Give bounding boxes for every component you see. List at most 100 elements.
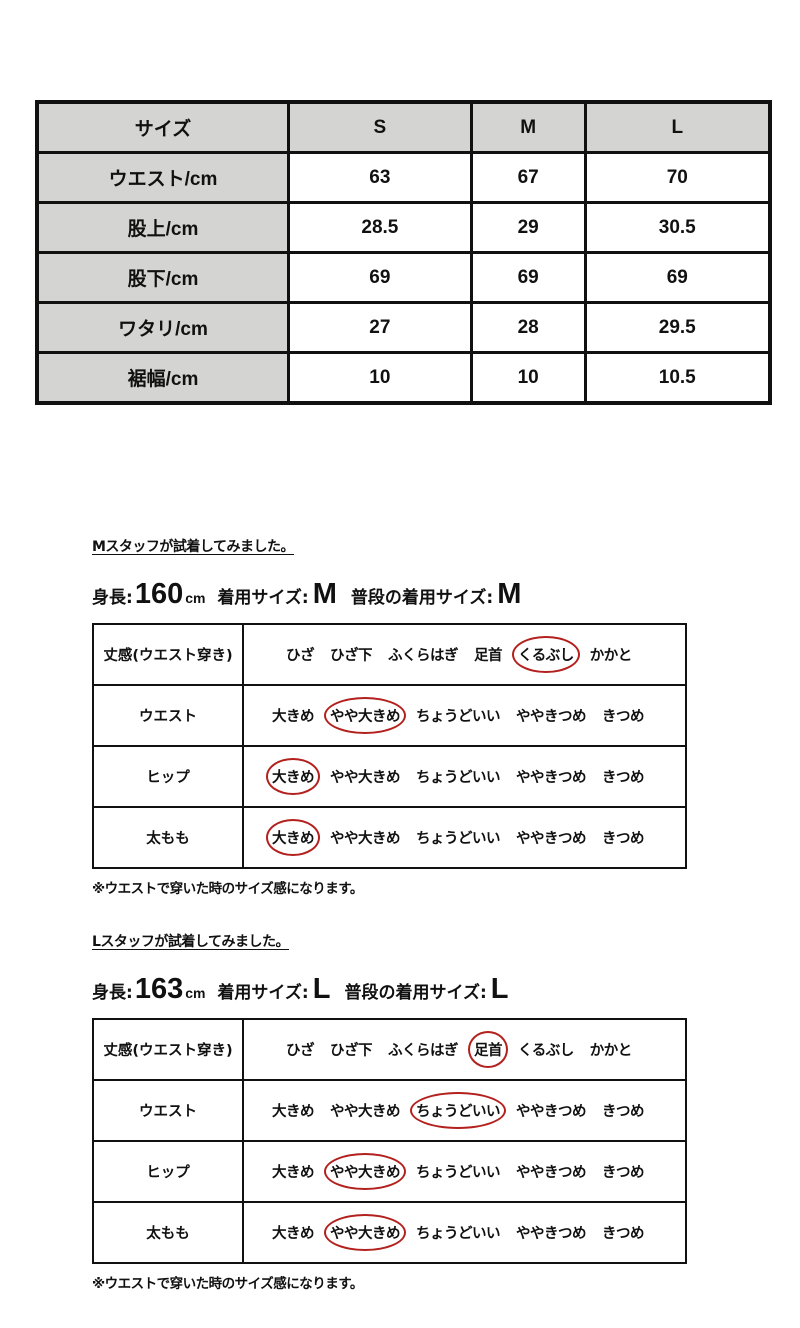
fit-row: 太もも 大きめ やや大きめ ちょうどいい ややきつめ きつめ [92,1201,687,1264]
fit-options: 大きめ やや大きめ ちょうどいい ややきつめ きつめ [242,684,687,747]
option: ちょうどいい [416,709,501,725]
section-title: Lスタッフが試着してみました。 [92,934,290,950]
option: きつめ [602,1165,645,1181]
size-cell: M [469,100,587,154]
option: かかと [589,648,633,664]
staff-info: 身長: 163 cm 着用サイズ: L 普段の着用サイズ: L [92,973,692,1006]
size-cell: 67 [469,151,587,204]
selected-option: ちょうどいい [410,1092,506,1129]
size-cell: 27 [287,301,473,354]
option: ひざ下 [330,1043,373,1059]
size-cell: 70 [583,151,772,204]
selected-option: やや大きめ [324,1153,406,1190]
selected-option: やや大きめ [324,1214,406,1251]
option: ややきつめ [516,1104,587,1120]
option: ひざ [286,648,315,664]
size-cell: 28 [469,301,587,354]
size-header-row: サイズ S M L [35,100,772,154]
option: きつめ [602,831,645,847]
height-value: 160 [134,578,184,610]
fit-options: 大きめ やや大きめ ちょうどいい ややきつめ きつめ [242,806,687,869]
usual-size-label: 普段の着用サイズ: [350,588,494,608]
section-title: Mスタッフが試着してみました。 [92,539,295,555]
fit-row-label: ウエスト [92,1079,244,1142]
selected-option: やや大きめ [324,697,406,734]
fit-row-label: 太もも [92,1201,244,1264]
m-staff-section: Mスタッフが試着してみました。 身長: 160 cm 着用サイズ: M 普段の着… [92,536,692,897]
worn-size-label: 着用サイズ: [217,588,309,608]
size-row: 裾幅/cm 10 10 10.5 [35,351,772,405]
size-cell: 29.5 [583,301,772,354]
option: きつめ [602,1226,645,1242]
row-label: ウエスト/cm [35,151,290,204]
option: やや大きめ [330,1104,401,1120]
option: ふくらはぎ [388,648,459,664]
size-cell: L [583,100,772,154]
fit-row-label: ヒップ [92,1140,244,1203]
fit-row-label: ヒップ [92,745,244,808]
option: ちょうどいい [416,770,501,786]
option: ややきつめ [516,831,587,847]
size-cell: 69 [287,251,473,304]
fit-table: 丈感(ウエスト穿き) ひざ ひざ下 ふくらはぎ 足首 くるぶし かかと ウエスト 大きめ やや大き… [92,1018,687,1264]
row-label: 股下/cm [35,251,290,304]
size-cell: 28.5 [287,201,473,254]
size-chart-table: サイズ S M L ウエスト/cm 63 67 70 股上/cm 28.5 29 30.5 股下/cm 6… [35,100,772,405]
fit-options: 大きめ やや大きめ ちょうどいい ややきつめ きつめ [242,1140,687,1203]
selected-option: くるぶし [512,636,580,673]
fit-row-label: 丈感(ウエスト穿き) [92,1018,244,1081]
size-cell: 10 [469,351,587,405]
size-row: ウエスト/cm 63 67 70 [35,151,772,204]
fit-row-label: 太もも [92,806,244,869]
height-unit: cm [185,590,206,606]
option: くるぶし [518,1043,574,1059]
size-cell: S [287,100,473,154]
note: ※ウエストで穿いた時のサイズ感になります。 [92,1276,363,1292]
worn-size-value: L [312,973,331,1005]
size-cell: 63 [287,151,473,204]
option: ちょうどいい [416,1226,501,1242]
l-staff-section: Lスタッフが試着してみました。 身長: 163 cm 着用サイズ: L 普段の着… [92,931,692,1292]
selected-option: 足首 [468,1031,508,1068]
fit-row-label: ウエスト [92,684,244,747]
fit-options: 大きめ やや大きめ ちょうどいい ややきつめ きつめ [242,1079,687,1142]
option: 大きめ [272,709,315,725]
option: きつめ [602,1104,645,1120]
fit-options: 大きめ やや大きめ ちょうどいい ややきつめ きつめ [242,745,687,808]
option: 足首 [474,648,503,664]
height-value: 163 [134,973,184,1005]
fit-options: ひざ ひざ下 ふくらはぎ 足首 くるぶし かかと [242,1018,687,1081]
option: ややきつめ [516,1165,587,1181]
row-label: 裾幅/cm [35,351,290,405]
fit-row: ウエスト 大きめ やや大きめ ちょうどいい ややきつめ きつめ [92,1079,687,1142]
height-unit: cm [185,985,206,1001]
option: ひざ下 [330,648,373,664]
fit-options: 大きめ やや大きめ ちょうどいい ややきつめ きつめ [242,1201,687,1264]
size-row: 股上/cm 28.5 29 30.5 [35,201,772,254]
height-label: 身長: [92,983,133,1003]
size-cell: 10.5 [583,351,772,405]
fit-options: ひざ ひざ下 ふくらはぎ 足首 くるぶし かかと [242,623,687,686]
fit-row: 丈感(ウエスト穿き) ひざ ひざ下 ふくらはぎ 足首 くるぶし かかと [92,623,687,686]
fit-row: 丈感(ウエスト穿き) ひざ ひざ下 ふくらはぎ 足首 くるぶし かかと [92,1018,687,1081]
option: ふくらはぎ [388,1043,459,1059]
row-label: 股上/cm [35,201,290,254]
option: ややきつめ [516,1226,587,1242]
worn-size-value: M [312,578,337,610]
fit-row-label: 丈感(ウエスト穿き) [92,623,244,686]
fit-table: 丈感(ウエスト穿き) ひざ ひざ下 ふくらはぎ 足首 くるぶし かかと ウエスト 大きめ やや大き… [92,623,687,869]
size-row: ワタリ/cm 27 28 29.5 [35,301,772,354]
option: やや大きめ [330,831,401,847]
option: やや大きめ [330,770,401,786]
option: ちょうどいい [416,1165,501,1181]
fit-row: 太もも 大きめ やや大きめ ちょうどいい ややきつめ きつめ [92,806,687,869]
fit-row: ヒップ 大きめ やや大きめ ちょうどいい ややきつめ きつめ [92,745,687,808]
size-cell: 69 [469,251,587,304]
size-cell: 30.5 [583,201,772,254]
option: きつめ [602,770,645,786]
usual-size-label: 普段の着用サイズ: [344,983,487,1003]
selected-option: 大きめ [266,758,320,795]
fit-row: ウエスト 大きめ やや大きめ ちょうどいい ややきつめ きつめ [92,684,687,747]
option: ちょうどいい [416,831,501,847]
option: ややきつめ [516,709,587,725]
